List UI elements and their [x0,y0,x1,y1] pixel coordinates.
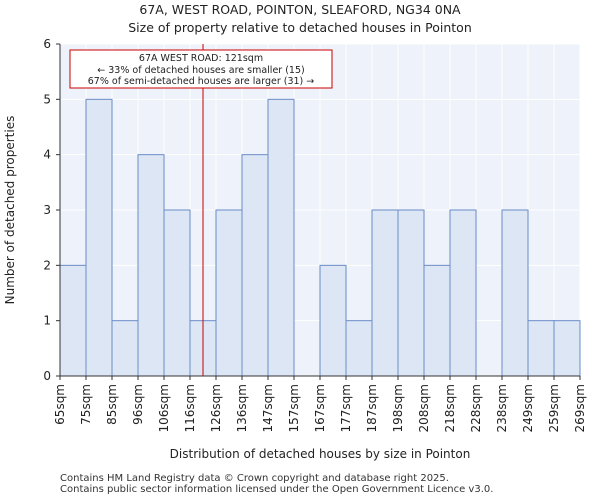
histogram-bar [553,320,581,377]
y-tick-label: 3 [43,203,51,217]
x-tick-label: 238sqm [495,384,509,432]
x-tick-label: 147sqm [261,384,275,432]
x-tick-label: 187sqm [365,384,379,432]
histogram-bar [215,209,243,377]
histogram-bar [267,98,295,377]
annotation-larger: 67% of semi-detached houses are larger (… [88,76,315,87]
y-tick-label: 1 [43,314,51,328]
x-tick-label: 198sqm [391,384,405,432]
x-tick-label: 116sqm [183,384,197,432]
histogram-bar [85,98,113,377]
x-tick-label: 65sqm [53,384,67,425]
histogram-bar [241,154,269,377]
x-tick-label: 228sqm [469,384,483,432]
x-tick-label: 177sqm [339,384,353,432]
annotation-box [69,49,333,89]
histogram-bar [371,209,399,377]
x-tick-label: 208sqm [417,384,431,432]
x-tick-label: 167sqm [313,384,327,432]
x-tick-label: 75sqm [79,384,93,425]
x-tick-label: 96sqm [131,384,145,425]
histogram-bar [423,264,451,377]
x-tick-label: 85sqm [105,384,119,425]
footer-licence: Contains public sector information licen… [60,484,494,495]
histogram-bar [59,264,87,377]
y-axis-label: Number of detached properties [3,116,17,305]
histogram-bar [111,320,139,377]
x-tick-label: 126sqm [209,384,223,432]
histogram-bar [397,209,425,377]
histogram-bar [345,320,373,377]
histogram-bar [527,320,555,377]
histogram-bar [163,209,191,377]
x-tick-label: 106sqm [157,384,171,432]
chart-title: 67A, WEST ROAD, POINTON, SLEAFORD, NG34 … [139,2,461,17]
histogram-bar [501,209,529,377]
chart-subtitle: Size of property relative to detached ho… [128,20,472,35]
x-tick-label: 269sqm [573,384,587,432]
histogram-bar [449,209,477,377]
annotation-title: 67A WEST ROAD: 121sqm [139,53,263,64]
x-tick-label: 259sqm [547,384,561,432]
x-tick-label: 136sqm [235,384,249,432]
y-tick-label: 2 [43,258,51,272]
x-tick-label: 218sqm [443,384,457,432]
x-axis-label: Distribution of detached houses by size … [170,447,471,461]
histogram-bar [319,264,347,377]
histogram-bar [137,154,165,377]
y-tick-label: 5 [43,92,51,106]
x-tick-label: 157sqm [287,384,301,432]
y-tick-label: 0 [43,369,51,383]
y-tick-label: 4 [43,148,51,162]
annotation-smaller: ← 33% of detached houses are smaller (15… [97,65,304,76]
x-tick-label: 249sqm [521,384,535,432]
y-tick-label: 6 [43,37,51,51]
footer-copyright: Contains HM Land Registry data © Crown c… [60,473,449,484]
